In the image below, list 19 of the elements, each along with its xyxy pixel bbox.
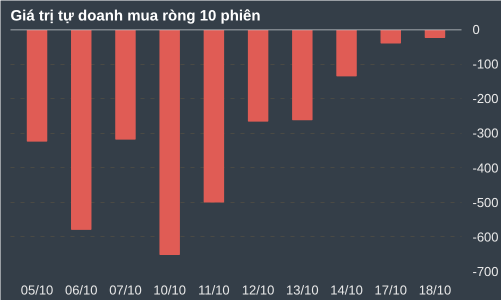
y-tick-label: 0 bbox=[472, 22, 480, 37]
y-tick-label: -100 bbox=[472, 56, 499, 72]
y-tick-label: -200 bbox=[472, 91, 499, 106]
x-tick-label: 10/10 bbox=[153, 282, 186, 298]
chart-title: Giá trị tự doanh mua ròng 10 phiên bbox=[10, 8, 261, 24]
x-tick-label: 18/10 bbox=[418, 282, 452, 298]
y-tick-label: -600 bbox=[472, 229, 499, 244]
x-tick-label: 13/10 bbox=[286, 282, 319, 298]
x-tick-label: 07/10 bbox=[109, 282, 142, 298]
y-tick-label: -700 bbox=[472, 264, 499, 279]
x-tick-label: 17/10 bbox=[374, 282, 408, 298]
x-tick-label: 12/10 bbox=[242, 282, 274, 298]
x-tick-label: 14/10 bbox=[330, 282, 363, 298]
y-tick-label: -500 bbox=[472, 194, 499, 210]
y-tick-label: -400 bbox=[472, 160, 499, 176]
x-tick-label: 06/10 bbox=[64, 282, 98, 298]
x-tick-label: 11/10 bbox=[198, 282, 230, 298]
y-tick-label: -300 bbox=[472, 126, 499, 141]
x-tick-label: 05/10 bbox=[20, 282, 54, 298]
